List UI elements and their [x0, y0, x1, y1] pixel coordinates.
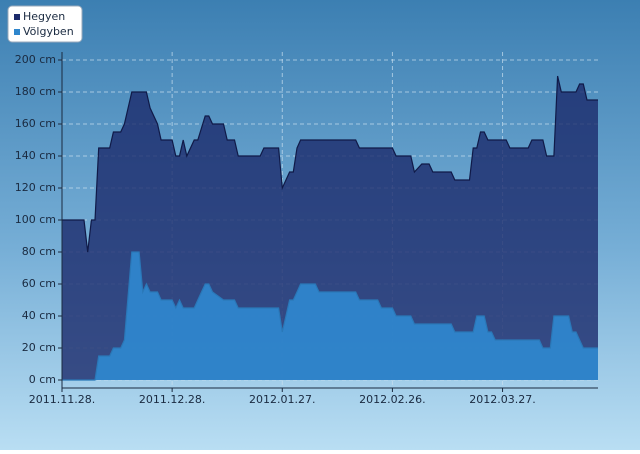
x-tick-label: 2012.03.27. [469, 393, 535, 406]
legend-swatch [14, 14, 20, 20]
y-tick-label: 40 cm [22, 309, 56, 322]
y-tick-label: 100 cm [15, 213, 56, 226]
y-tick-label: 140 cm [15, 149, 56, 162]
y-tick-label: 20 cm [22, 341, 56, 354]
legend-box [7, 5, 83, 43]
x-tick-label: 2011.12.28. [139, 393, 205, 406]
x-tick-label: 2011.11.28. [29, 393, 95, 406]
y-tick-label: 80 cm [22, 245, 56, 258]
y-tick-label: 60 cm [22, 277, 56, 290]
series-line [62, 251, 598, 381]
x-tick-label: 2012.01.27. [249, 393, 315, 406]
legend-label: Hegyen [23, 10, 65, 23]
legend-label: Völgyben [23, 25, 74, 38]
y-tick-label: 120 cm [15, 181, 56, 194]
area [62, 252, 598, 380]
legend-swatch [14, 29, 20, 35]
series-line [62, 75, 598, 253]
y-tick-label: 180 cm [15, 85, 56, 98]
y-tick-label: 160 cm [15, 117, 56, 130]
x-tick-label: 2012.02.26. [359, 393, 425, 406]
y-tick-label: 0 cm [29, 373, 56, 386]
y-tick-label: 200 cm [15, 53, 56, 66]
